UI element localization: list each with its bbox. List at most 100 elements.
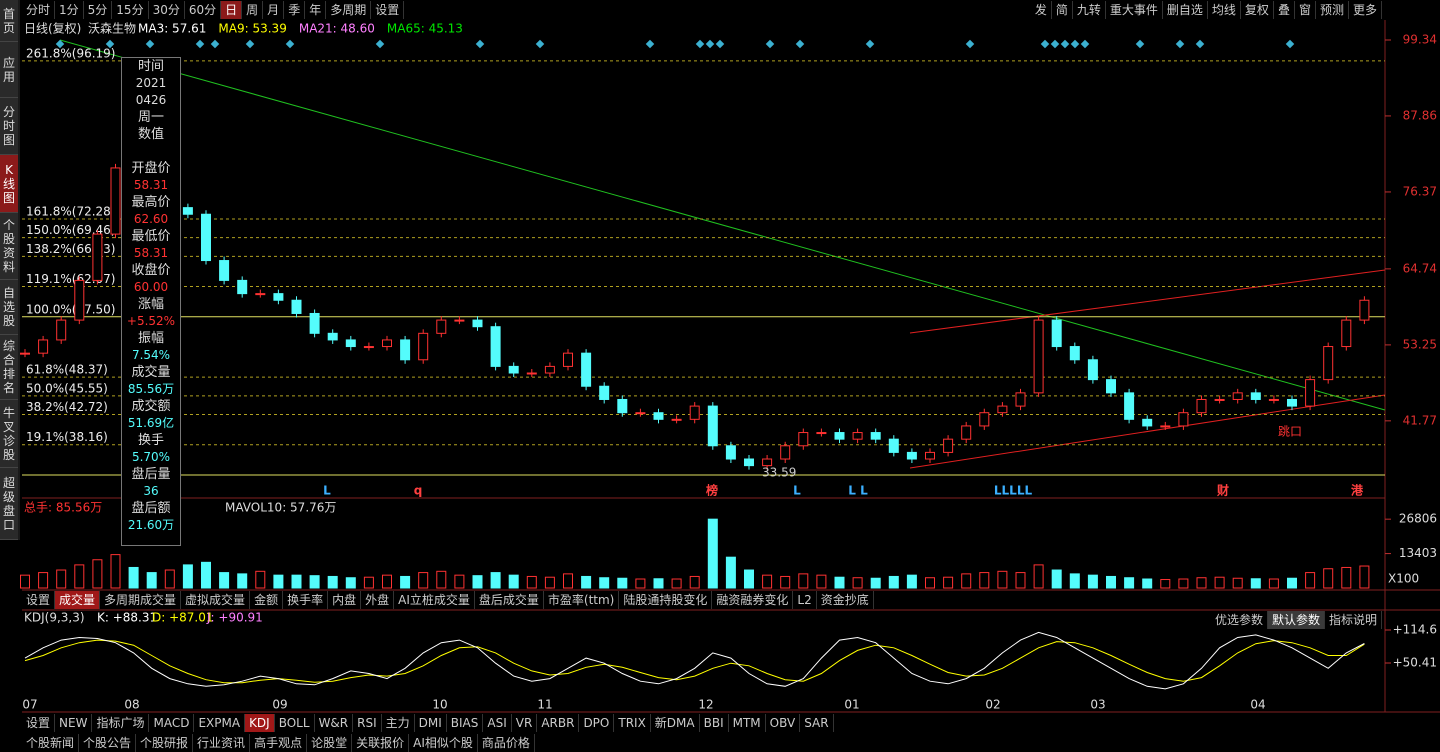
indicator-tab[interactable]: 主力 bbox=[382, 714, 415, 732]
candle bbox=[834, 432, 845, 440]
volume-tab[interactable]: 设置 bbox=[22, 591, 56, 609]
sidebar-tab[interactable]: 首页 bbox=[0, 0, 18, 42]
indicator-tab[interactable]: 设置 bbox=[22, 714, 56, 732]
tool-button[interactable]: 窗 bbox=[1295, 1, 1316, 19]
volume-tab[interactable]: 资金抄底 bbox=[817, 591, 874, 609]
period-tab[interactable]: 5分 bbox=[84, 1, 113, 19]
volume-tab[interactable]: 换手率 bbox=[283, 591, 329, 609]
event-letter: L bbox=[323, 484, 331, 498]
sidebar-tab[interactable]: 分时图 bbox=[0, 98, 18, 155]
sidebar-tab[interactable]: 综合排名 bbox=[0, 335, 18, 400]
volume-tab[interactable]: 成交量 bbox=[55, 591, 101, 609]
param-button[interactable]: 指标说明 bbox=[1325, 611, 1382, 629]
period-tab[interactable]: 周 bbox=[242, 1, 264, 19]
volume-tab[interactable]: 陆股通持股变化 bbox=[619, 591, 713, 609]
tool-button[interactable]: 九转 bbox=[1073, 1, 1106, 19]
volume-tab[interactable]: 融资融券变化 bbox=[712, 591, 794, 609]
period-tab[interactable]: 日 bbox=[221, 1, 243, 19]
tool-button[interactable]: 发 bbox=[1031, 1, 1052, 19]
period-tab[interactable]: 年 bbox=[305, 1, 327, 19]
candle bbox=[961, 425, 972, 440]
period-tab[interactable]: 30分 bbox=[149, 1, 185, 19]
volume-tab[interactable]: L2 bbox=[793, 591, 817, 609]
volume-tab[interactable]: 市盈率(ttm) bbox=[544, 591, 620, 609]
volume-bar bbox=[1033, 564, 1044, 589]
month-label: 07 bbox=[22, 698, 37, 712]
volume-tick-label: 13403 bbox=[1399, 546, 1437, 560]
sidebar-tab[interactable]: 应用 bbox=[0, 42, 18, 98]
tool-button[interactable]: 更多 bbox=[1349, 1, 1382, 19]
volume-bar bbox=[291, 574, 302, 589]
gap-label: 跳口 bbox=[1278, 425, 1302, 439]
bottom-tab[interactable]: 个股新闻 bbox=[22, 734, 80, 752]
indicator-tab[interactable]: DMI bbox=[415, 714, 447, 732]
volume-tab[interactable]: 盘后成交量 bbox=[475, 591, 544, 609]
indicator-tab[interactable]: 指标广场 bbox=[92, 714, 150, 732]
tool-button[interactable]: 复权 bbox=[1241, 1, 1274, 19]
tool-button[interactable]: 预测 bbox=[1316, 1, 1349, 19]
sidebar-tab[interactable]: K线图 bbox=[0, 155, 18, 213]
volume-tab[interactable]: 外盘 bbox=[361, 591, 395, 609]
bottom-tab[interactable]: 商品价格 bbox=[478, 734, 535, 752]
volume-bar bbox=[979, 572, 990, 589]
volume-tab[interactable]: 内盘 bbox=[328, 591, 362, 609]
bottom-tab[interactable]: 关联报价 bbox=[352, 734, 410, 752]
candle bbox=[744, 458, 754, 467]
bottom-tab[interactable]: AI相似个股 bbox=[409, 734, 478, 752]
bottom-tab[interactable]: 高手观点 bbox=[250, 734, 308, 752]
param-button[interactable]: 默认参数 bbox=[1267, 611, 1325, 629]
volume-tab[interactable]: 金额 bbox=[250, 591, 284, 609]
sidebar-tab[interactable]: 超级盘口 bbox=[0, 468, 18, 540]
indicator-tab[interactable]: TRIX bbox=[614, 714, 651, 732]
period-tab[interactable]: 多周期 bbox=[326, 1, 372, 19]
indicator-tab[interactable]: EXPMA bbox=[194, 714, 246, 732]
indicator-tabs: 设置 NEW 指标广场 MACD EXPMA KDJ BOLL W&R RSI 主力 DMI BIAS… bbox=[22, 714, 834, 732]
bottom-tab[interactable]: 论股堂 bbox=[307, 734, 353, 752]
tool-button[interactable]: 均线 bbox=[1208, 1, 1241, 19]
volume-tab[interactable]: AI立桩成交量 bbox=[394, 591, 475, 609]
volume-tab[interactable]: 虚拟成交量 bbox=[181, 591, 251, 609]
trend-line bbox=[909, 269, 1386, 334]
indicator-tab[interactable]: 新DMA bbox=[651, 714, 700, 732]
bottom-tab[interactable]: 个股公告 bbox=[79, 734, 137, 752]
indicator-tab[interactable]: BOLL bbox=[275, 714, 315, 732]
indicator-tab[interactable]: ASI bbox=[483, 714, 512, 732]
volume-bar bbox=[943, 576, 954, 589]
period-tab[interactable]: 设置 bbox=[371, 1, 405, 19]
period-tab[interactable]: 60分 bbox=[185, 1, 222, 19]
period-tab[interactable]: 季 bbox=[284, 1, 306, 19]
sidebar-tab[interactable]: 牛叉诊股 bbox=[0, 400, 18, 468]
indicator-tab[interactable]: OBV bbox=[766, 714, 801, 732]
sidebar-tab[interactable]: 个股资料 bbox=[0, 213, 18, 280]
tool-button[interactable]: 删自选 bbox=[1163, 1, 1208, 19]
volume-tab[interactable]: 多周期成交量 bbox=[100, 591, 182, 609]
period-tab[interactable]: 15分 bbox=[112, 1, 149, 19]
indicator-tab[interactable]: SAR bbox=[800, 714, 834, 732]
bottom-tab[interactable]: 个股研报 bbox=[136, 734, 194, 752]
sidebar-tab[interactable]: 自选股 bbox=[0, 280, 18, 335]
param-button[interactable]: 优选参数 bbox=[1211, 611, 1268, 629]
indicator-tab[interactable]: BIAS bbox=[447, 714, 484, 732]
period-tab[interactable]: 1分 bbox=[55, 1, 84, 19]
indicator-tab[interactable]: NEW bbox=[55, 714, 93, 732]
month-label: 11 bbox=[537, 698, 552, 712]
indicator-tab[interactable]: BBI bbox=[700, 714, 729, 732]
indicator-tab[interactable]: KDJ bbox=[245, 714, 275, 732]
indicator-tab[interactable]: ARBR bbox=[537, 714, 580, 732]
indicator-tab[interactable]: W&R bbox=[315, 714, 354, 732]
panel-value: 21.60万 bbox=[127, 518, 175, 532]
bottom-tab[interactable]: 行业资讯 bbox=[193, 734, 251, 752]
indicator-tab[interactable]: RSI bbox=[353, 714, 382, 732]
period-tab[interactable]: 月 bbox=[263, 1, 285, 19]
indicator-tab[interactable]: VR bbox=[512, 714, 538, 732]
indicator-tab[interactable]: DPO bbox=[579, 714, 615, 732]
indicator-tab[interactable]: MTM bbox=[729, 714, 766, 732]
toolbar-left: 分时 1分 5分 15分 30分 60分日周月季年多周期 设置 bbox=[22, 1, 405, 19]
indicator-tab[interactable]: MACD bbox=[149, 714, 195, 732]
tool-button[interactable]: 叠 bbox=[1274, 1, 1295, 19]
panel-value: +5.52% bbox=[126, 314, 176, 328]
period-tab[interactable]: 分时 bbox=[22, 1, 56, 19]
tool-button[interactable]: 重大事件 bbox=[1106, 1, 1163, 19]
panel-value: 51.69亿 bbox=[127, 416, 175, 430]
tool-button[interactable]: 简 bbox=[1052, 1, 1073, 19]
